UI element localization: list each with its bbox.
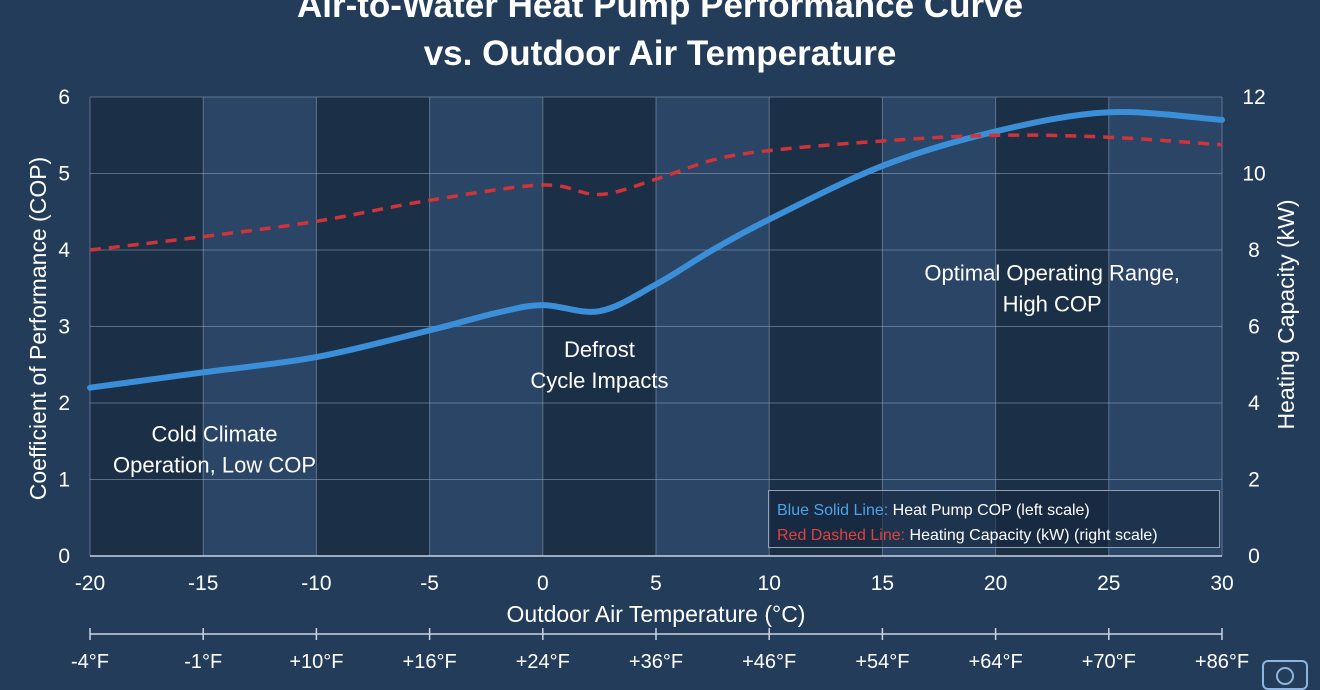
chart-title-line-2: vs. Outdoor Air Temperature [423,34,897,73]
y-tick-label: 3 [58,316,70,339]
y2-tick-label: 10 [1242,163,1265,186]
x-tick-label: -15 [188,572,218,595]
x-tick-label: 20 [984,572,1007,595]
fahrenheit-tick-label: -4°F [71,651,109,673]
annotation-label: High COP [1003,292,1102,317]
chart-title-line-1: Air-to-Water Heat Pump Performance Curve [296,0,1024,25]
legend-text-capacity: Heating Capacity (kW) (right scale) [909,527,1158,544]
legend-entry-cop: Blue Solid Line: Heat Pump COP (left sca… [777,498,1219,523]
x-tick-label: 5 [650,572,662,595]
y-tick-label: 6 [58,86,70,109]
x-axis-title: Outdoor Air Temperature (°C) [507,601,806,627]
corner-logo-icon [1262,660,1308,690]
fahrenheit-tick-label: -1°F [184,651,222,673]
cop-series-line [87,109,1225,391]
y2-tick-label: 12 [1242,86,1265,109]
x-tick-label: -5 [420,572,439,595]
x-tick-label: 30 [1210,572,1233,595]
annotation-label: Operation, Low COP [113,452,316,477]
fahrenheit-tick-label: +54°F [855,651,909,673]
x-tick-label: 25 [1097,572,1120,595]
legend-key-cop: Blue Solid Line: [777,502,889,519]
x-tick-label: 10 [758,572,781,595]
y2-axis-title: Heating Capacity (kW) [1273,199,1299,429]
fahrenheit-tick-label: +46°F [742,651,796,673]
y-axis-title: Coefficient of Performance (COP) [25,157,51,500]
annotation-label: Optimal Operating Range, [924,261,1180,286]
fahrenheit-tick-label: +36°F [629,651,683,673]
y2-tick-label: 6 [1248,316,1260,339]
x-tick-label: -20 [75,572,105,595]
y2-tick-label: 8 [1248,239,1260,262]
fahrenheit-tick-label: +70°F [1082,651,1136,673]
fahrenheit-tick-label: +64°F [969,651,1023,673]
y-tick-label: 1 [58,469,70,492]
annotation-label: Defrost [564,337,635,362]
fahrenheit-tick-label: +86°F [1195,651,1249,673]
legend-entry-capacity: Red Dashed Line: Heating Capacity (kW) (… [777,523,1219,548]
legend-text-cop: Heat Pump COP (left scale) [892,502,1090,519]
fahrenheit-tick-label: +16°F [403,651,457,673]
y-tick-label: 4 [58,239,70,262]
y-tick-label: 0 [58,545,70,568]
capacity-series-line [89,133,1223,252]
fahrenheit-tick-label: +10°F [289,651,343,673]
y-tick-label: 5 [58,163,70,186]
chart-legend: Blue Solid Line: Heat Pump COP (left sca… [768,490,1220,548]
y2-tick-label: 4 [1248,392,1260,415]
y-tick-label: 2 [58,392,70,415]
y2-tick-label: 2 [1248,469,1260,492]
fahrenheit-tick-label: +24°F [516,651,570,673]
x-tick-label: 15 [871,572,894,595]
legend-key-capacity: Red Dashed Line: [777,527,906,544]
y2-tick-label: 0 [1248,545,1260,568]
x-tick-label: 0 [537,572,549,595]
x-tick-label: -10 [301,572,331,595]
annotation-label: Cycle Impacts [530,368,668,393]
annotation-label: Cold Climate [152,421,278,446]
